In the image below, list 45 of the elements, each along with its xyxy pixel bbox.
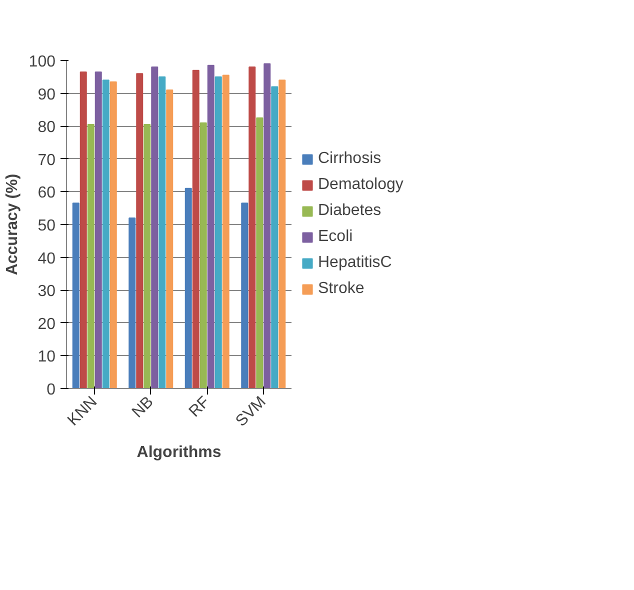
y-tick-label: 10	[38, 348, 56, 366]
y-tick-label: 90	[38, 86, 56, 104]
bar	[102, 80, 110, 388]
bar	[80, 71, 87, 388]
bar	[271, 86, 278, 388]
y-tick-label: 100	[28, 54, 56, 70]
y-tick-label: 60	[38, 184, 56, 202]
legend-label: Stroke	[318, 280, 364, 298]
bar	[166, 90, 174, 388]
legend-label: Ecoli	[318, 228, 353, 246]
bar	[136, 73, 144, 388]
bar	[200, 122, 207, 388]
bar	[158, 76, 166, 388]
legend-label: Cirrhosis	[318, 150, 382, 168]
bar	[144, 124, 151, 388]
x-axis-title: Algorithms	[136, 444, 222, 462]
y-tick-label: 0	[46, 382, 56, 398]
y-tick-label: 80	[38, 119, 56, 136]
bar	[72, 202, 80, 388]
legend-label: Diabetes	[318, 202, 382, 220]
y-tick-label: 70	[38, 152, 56, 169]
y-tick-label: 30	[38, 283, 56, 300]
bar	[241, 202, 248, 388]
legend-label: Dematology	[318, 176, 404, 194]
bar	[110, 81, 117, 388]
y-axis-title: Accuracy (%)	[4, 174, 21, 276]
x-tick-label: NB	[129, 393, 157, 422]
x-tick-label: RF	[186, 393, 214, 421]
bar	[128, 217, 136, 388]
bar	[94, 71, 102, 388]
y-tick-label: 40	[38, 250, 56, 268]
bar	[256, 117, 264, 388]
bar	[222, 74, 230, 388]
y-tick-label: 20	[38, 316, 56, 333]
bar	[151, 66, 158, 388]
bar	[87, 124, 94, 388]
bar	[184, 188, 192, 388]
bar	[278, 80, 286, 388]
legend-label: HepatitisC	[318, 254, 392, 272]
bar	[248, 66, 256, 388]
bar	[264, 63, 271, 388]
bar	[214, 76, 222, 388]
bar	[207, 64, 214, 388]
y-tick-label: 50	[38, 218, 56, 234]
bar	[192, 70, 200, 388]
